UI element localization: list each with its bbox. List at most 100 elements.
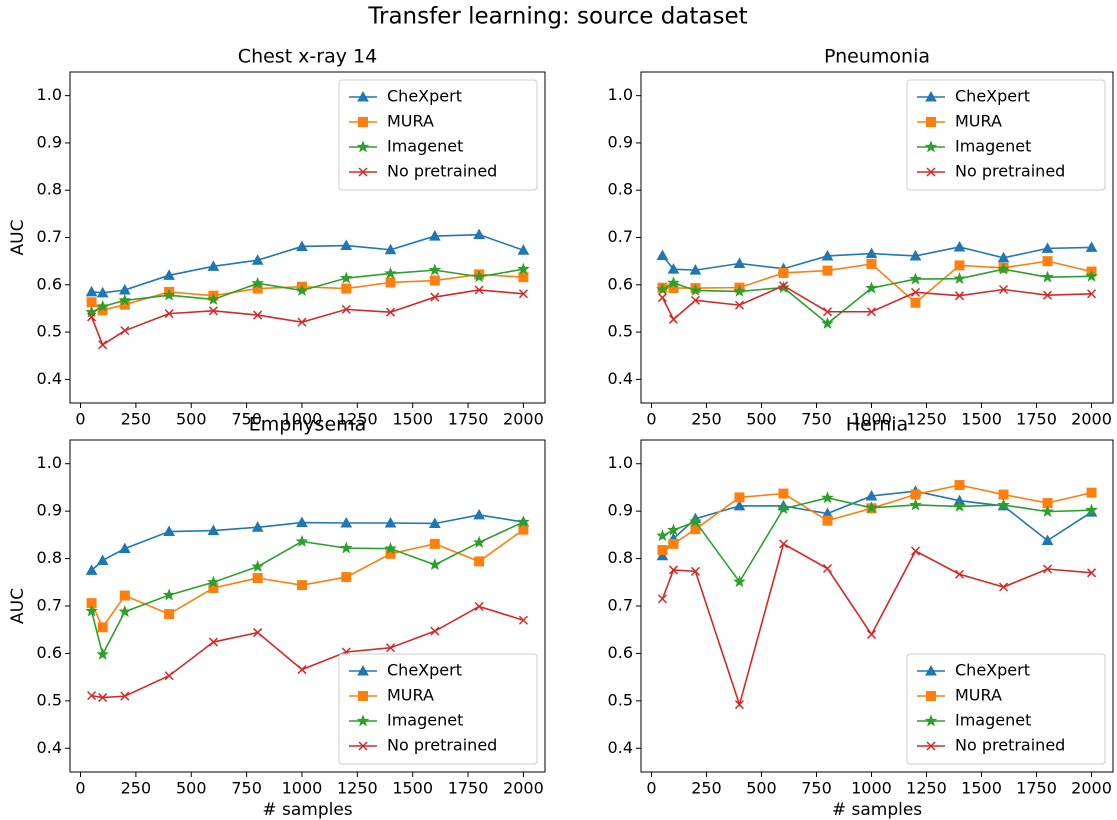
point [657, 594, 667, 604]
legend-label: Imagenet [955, 137, 1031, 156]
point [667, 523, 680, 536]
point [690, 566, 700, 576]
point [690, 295, 700, 305]
point [118, 605, 132, 618]
x-tick-label: 0 [646, 779, 656, 798]
legend-label: Imagenet [387, 711, 463, 730]
x-tick-label: 750 [231, 779, 262, 798]
x-tick-label: 1750 [1016, 779, 1057, 798]
point [341, 283, 352, 294]
point [1086, 487, 1097, 498]
point [87, 691, 97, 701]
axes-frame [640, 439, 1114, 773]
series-line [661, 246, 1092, 271]
series-line [662, 268, 1092, 325]
series-line [661, 490, 1092, 557]
legend-marker [357, 90, 369, 102]
point [86, 297, 97, 308]
point [910, 297, 921, 308]
point [1041, 505, 1054, 517]
x-tick-label: 1500 [961, 779, 1002, 798]
legend-marker [924, 714, 938, 727]
point [734, 700, 745, 710]
x-tick-label: 1750 [1016, 410, 1057, 429]
point [384, 516, 397, 528]
legend-marker [925, 90, 937, 102]
point [98, 340, 108, 350]
point [1041, 534, 1054, 546]
point [473, 228, 485, 240]
point [473, 508, 485, 520]
legend-marker [356, 140, 370, 153]
point [340, 239, 353, 251]
point [997, 498, 1010, 511]
y-tick-label: 0.8 [37, 548, 62, 567]
y-tick-label: 0.4 [608, 369, 633, 388]
y-tick-label: 0.9 [37, 501, 62, 520]
point [474, 601, 484, 612]
legend-label: No pretrained [387, 736, 497, 755]
point [689, 515, 702, 527]
subplot-title: Hernia [846, 414, 908, 436]
y-tick-label: 0.4 [608, 738, 633, 757]
point [474, 556, 485, 567]
point [734, 300, 745, 310]
point [429, 275, 440, 286]
point [87, 312, 97, 322]
point [734, 492, 745, 503]
y-tick-label: 0.6 [608, 274, 633, 293]
point [386, 643, 396, 653]
y-tick-label: 0.6 [608, 643, 633, 662]
legend-label: No pretrained [955, 162, 1065, 181]
point [667, 276, 680, 289]
point [668, 538, 679, 549]
x-tick-label: 1000 [851, 779, 892, 798]
y-tick-label: 1.0 [37, 453, 62, 472]
y-tick-label: 0.6 [37, 643, 62, 662]
point [253, 310, 263, 320]
legend-marker [926, 167, 936, 177]
x-axis-label: # samples [832, 800, 922, 820]
y-tick-label: 0.7 [37, 227, 62, 246]
point [518, 272, 529, 283]
x-tick-label: 1250 [906, 410, 947, 429]
subplot-title: Emphysema [249, 414, 367, 436]
point [162, 588, 176, 601]
legend-marker [356, 714, 370, 727]
point [207, 575, 220, 588]
x-tick-label: 1250 [337, 410, 378, 429]
legend-marker [358, 691, 368, 701]
point [689, 283, 702, 296]
legend-label: CheXpert [955, 661, 1030, 680]
point [162, 288, 176, 301]
point [953, 240, 966, 252]
x-tick-label: 250 [121, 779, 152, 798]
point [295, 283, 309, 296]
legend-label: Imagenet [955, 711, 1031, 730]
point [690, 524, 701, 535]
point [909, 272, 922, 285]
y-tick-label: 0.8 [37, 180, 62, 199]
point [97, 622, 108, 633]
y-tick-label: 1.0 [608, 453, 633, 472]
point [517, 262, 530, 275]
x-tick-label: 1000 [851, 410, 892, 429]
point [656, 282, 669, 295]
y-tick-label: 1.0 [37, 85, 62, 104]
x-tick-label: 0 [646, 410, 656, 429]
x-tick-label: 1500 [392, 410, 433, 429]
x-tick-label: 500 [176, 410, 207, 429]
point [164, 671, 174, 681]
point [428, 263, 442, 276]
series-line [662, 260, 1092, 304]
legend-marker [358, 167, 368, 177]
point [656, 249, 669, 260]
point [384, 542, 397, 554]
y-tick-label: 0.9 [37, 132, 62, 151]
point [428, 230, 441, 241]
point [85, 564, 98, 575]
x-tick-label: 0 [75, 410, 85, 429]
x-tick-label: 750 [231, 410, 262, 429]
point [517, 515, 530, 528]
point [428, 558, 442, 571]
